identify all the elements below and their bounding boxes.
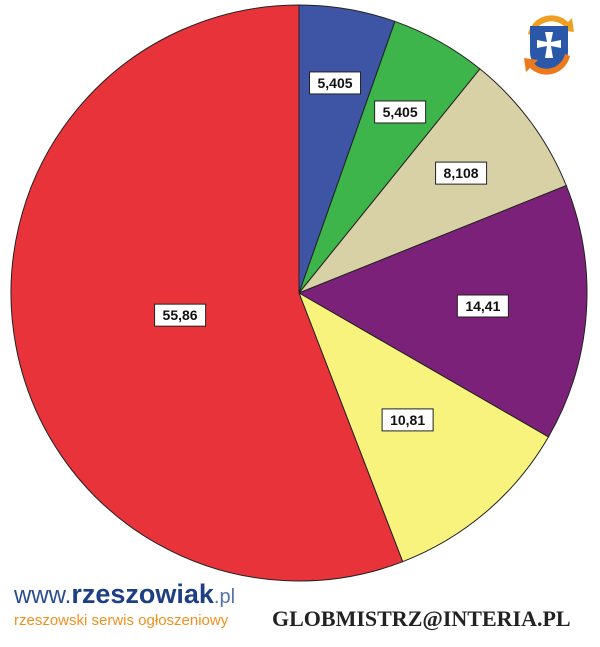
slice-label: 55,86 (154, 303, 207, 327)
label-box (374, 100, 427, 124)
label-box (381, 408, 434, 432)
watermark-www: www. (14, 582, 72, 609)
pie-slice (297, 184, 588, 438)
cross-shield-arrows-icon (524, 15, 574, 75)
label-text: 5,405 (383, 104, 418, 120)
label-text: 55,86 (163, 307, 198, 323)
watermark-url: www.rzeszowiak.pl (14, 580, 235, 611)
slice-label: 5,405 (374, 100, 427, 124)
label-box (456, 294, 509, 318)
label-box (435, 161, 488, 185)
label-box (309, 71, 362, 95)
watermark-tagline: rzeszowski serwis ogłoszeniowy (14, 612, 229, 629)
label-text: 14,41 (465, 298, 500, 314)
watermark-brand: rzeszowiak (71, 579, 214, 609)
watermark-tld: .pl (213, 586, 236, 608)
label-box (154, 303, 207, 327)
footer-email: GLOBMISTRZ@INTERIA.PL (272, 606, 571, 631)
slice-label: 5,405 (309, 71, 362, 95)
label-text: 10,81 (390, 412, 425, 428)
slice-label: 10,81 (381, 408, 434, 432)
pie-slice (10, 4, 404, 582)
label-text: 8,108 (444, 165, 479, 181)
slice-label: 8,108 (435, 161, 488, 185)
slice-label: 14,41 (456, 294, 509, 318)
pie-slice (297, 68, 567, 295)
label-text: 5,405 (317, 75, 352, 91)
